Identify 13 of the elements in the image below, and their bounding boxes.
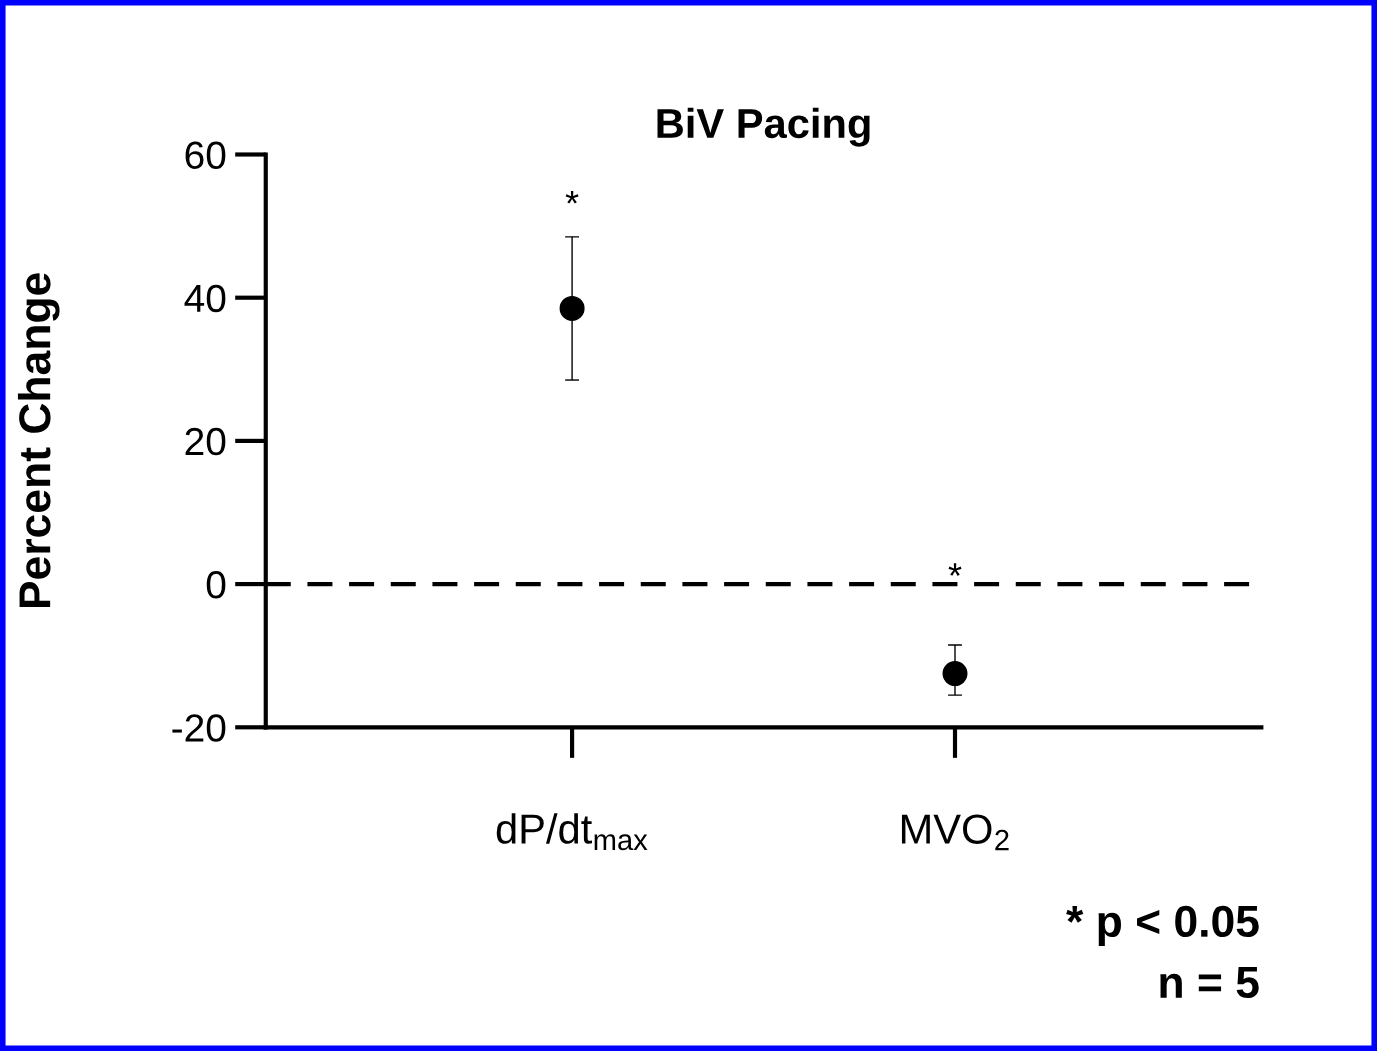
y-tick-label: 60 [185, 141, 226, 169]
chart-title: BiV Pacing [657, 107, 870, 147]
annotation: * [565, 190, 579, 204]
y-axis-title: Percent Change [17, 273, 60, 608]
text: n = 5 [1160, 967, 1259, 999]
y-tick-label: 0 [206, 571, 226, 599]
x-tick-label: MVO$_{2}$ [901, 814, 1009, 851]
annotation: * [948, 563, 962, 576]
text: * p < 0.05 [1066, 905, 1259, 946]
y-tick-label: 20 [185, 427, 226, 456]
y-tick-label: 40 [184, 284, 226, 313]
y-tick-label: -20 [172, 714, 226, 742]
x-tick-label: dP/dt$_{max}$ [496, 813, 648, 851]
